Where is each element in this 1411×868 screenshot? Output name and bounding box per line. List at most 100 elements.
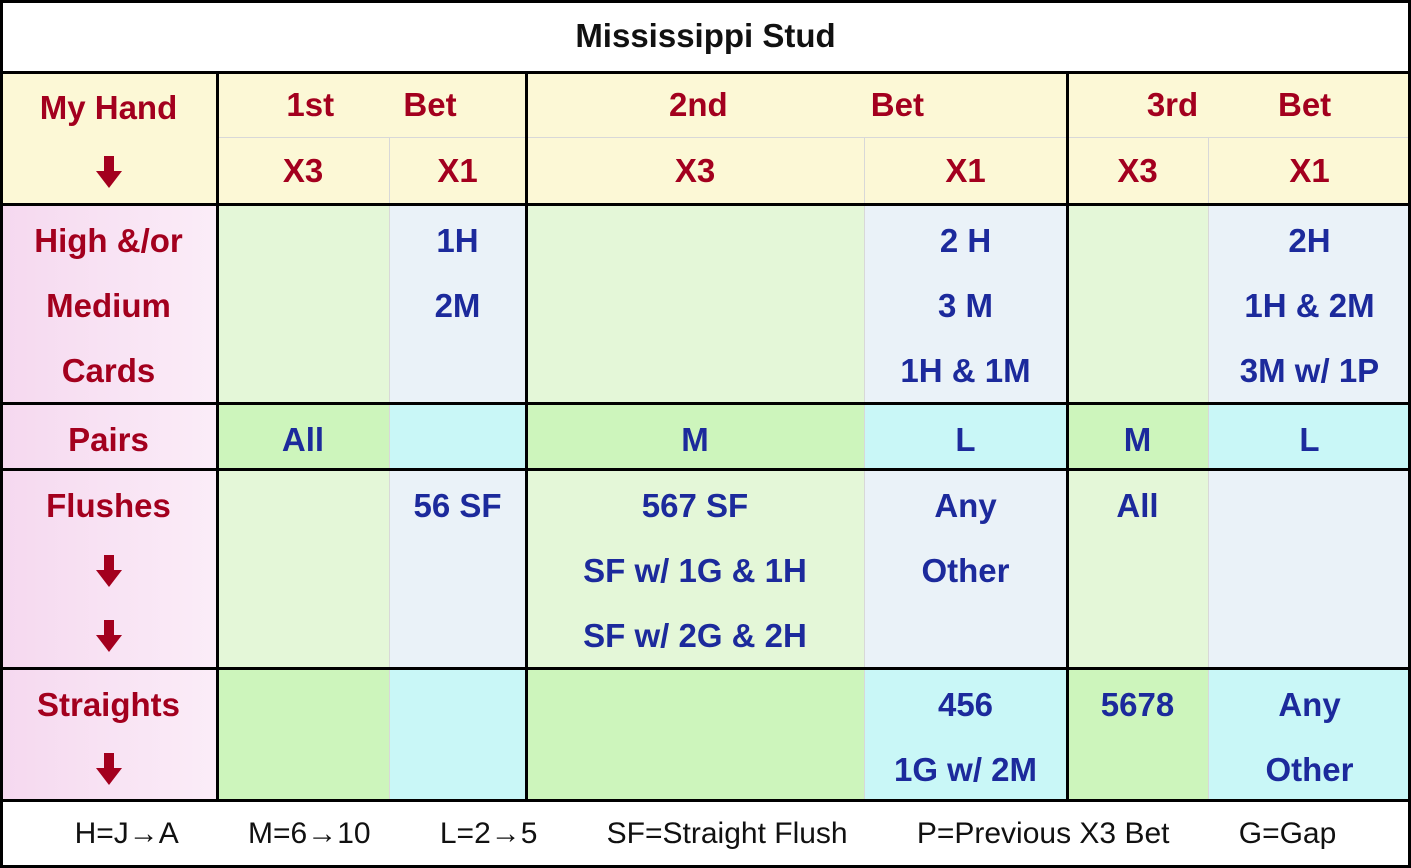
cell-line: 3M w/ 1P (1239, 352, 1380, 389)
title: Mississippi Stud (575, 17, 836, 54)
rule (215, 72, 219, 800)
rule (0, 70, 1411, 74)
cell-line: Other (921, 552, 1010, 589)
cell-line: SF w/ 1G & 1H (583, 552, 807, 589)
arrow (95, 156, 122, 188)
cell (1208, 469, 1411, 668)
bet-word: Bet (870, 85, 924, 123)
multiplier: X3 (526, 137, 864, 204)
cell-line: 2 H (939, 222, 992, 259)
bet-word: Bet (403, 85, 457, 123)
cell-line: M (1123, 421, 1152, 458)
row-label: Pairs (0, 403, 217, 469)
cell-line: Any (934, 487, 997, 524)
cell: M (1067, 403, 1208, 469)
label-line: Flushes (46, 487, 171, 524)
cell-line: 1G w/ 2M (893, 751, 1038, 788)
cell: 2 H 3 M 1H & 1M (864, 204, 1067, 403)
row-label: Straights (0, 668, 217, 800)
arrow (95, 554, 122, 587)
cell: L (1208, 403, 1411, 469)
cell-line: All (1116, 487, 1159, 524)
row-label: Flushes (0, 469, 217, 668)
header-label: My Hand (39, 89, 178, 126)
rule (0, 467, 1411, 471)
down-arrow-icon (95, 538, 122, 603)
legend-item: M=6→10 (248, 817, 371, 850)
row-header: My Hand (0, 72, 217, 204)
cell-line: 1H & 1M (900, 352, 1031, 389)
cell-line: Any (1278, 686, 1341, 723)
cell-line: 567 SF (641, 487, 749, 524)
rule (1065, 72, 1069, 800)
down-arrow-icon (95, 737, 122, 800)
rule (0, 798, 1411, 802)
down-arrow-icon (95, 603, 122, 668)
legend-item: L=2→5 (439, 817, 538, 850)
cell: 2H 1H & 2M 3M w/ 1P (1208, 204, 1411, 403)
bet-ordinal: 2nd (669, 85, 728, 123)
rule (0, 865, 1411, 868)
rule (524, 72, 528, 800)
cell-line: L (1299, 421, 1320, 458)
cell: 56 SF (389, 469, 526, 668)
label-line: Pairs (68, 421, 149, 458)
legend-item: SF=Straight Flush (606, 817, 848, 850)
cell-line: SF w/ 2G & 2H (583, 617, 807, 654)
cell-line: 2M (434, 287, 481, 324)
label-line: Cards (61, 352, 156, 389)
bet-ordinal: 3rd (1146, 85, 1199, 123)
cell: M (526, 403, 864, 469)
cell (217, 668, 389, 800)
cell-line: Other (1265, 751, 1354, 788)
arrow (95, 619, 122, 652)
cell (389, 403, 526, 469)
multiplier: X3 (1067, 137, 1208, 204)
multiplier: X1 (1208, 137, 1411, 204)
cell: 1H 2M (389, 204, 526, 403)
cell (526, 668, 864, 800)
cell (1067, 204, 1208, 403)
cell-line: L (955, 421, 976, 458)
label-line: Straights (36, 686, 181, 723)
cell: Any Other (1208, 668, 1411, 800)
cell-line: 1H (436, 222, 479, 259)
rule (0, 202, 1411, 206)
legend-item: G=Gap (1238, 817, 1337, 850)
arrow (95, 752, 122, 785)
cell: All (217, 403, 389, 469)
bet-word: Bet (1277, 85, 1332, 123)
cell: Any Other (864, 469, 1067, 668)
label-line: Medium (46, 287, 171, 324)
bet-header: 1st Bet (217, 72, 526, 137)
rule (0, 0, 1411, 3)
cell-line: M (681, 421, 709, 458)
cell-line: 1H & 2M (1244, 287, 1375, 324)
rule (0, 666, 1411, 670)
cell: 5678 (1067, 668, 1208, 800)
multiplier: X1 (389, 137, 526, 204)
bet-header: 2nd Bet (526, 72, 1067, 137)
cell (217, 469, 389, 668)
cell-line: 456 (937, 686, 994, 723)
legend: H=J→A M=6→10 L=2→5 SF=Straight Flush P=Previ… (0, 800, 1411, 868)
cell-line: 5678 (1100, 686, 1175, 723)
bet-header: 3rd Bet (1067, 72, 1411, 137)
cell: L (864, 403, 1067, 469)
label-line: High &/or (34, 222, 183, 259)
cell: All (1067, 469, 1208, 668)
rule (0, 401, 1411, 405)
legend-item: H=J→A (74, 817, 179, 850)
cell: 456 1G w/ 2M (864, 668, 1067, 800)
down-arrow-icon (95, 140, 122, 204)
rule (217, 136, 1411, 138)
rule (1408, 0, 1411, 868)
cell-line: 3 M (937, 287, 993, 324)
row-label: High &/or Medium Cards (0, 204, 217, 403)
cell-line: All (281, 421, 325, 458)
cell-line: 2H (1288, 222, 1331, 259)
rule (0, 0, 3, 868)
cell (217, 204, 389, 403)
legend-item: P=Previous X3 Bet (916, 817, 1170, 850)
